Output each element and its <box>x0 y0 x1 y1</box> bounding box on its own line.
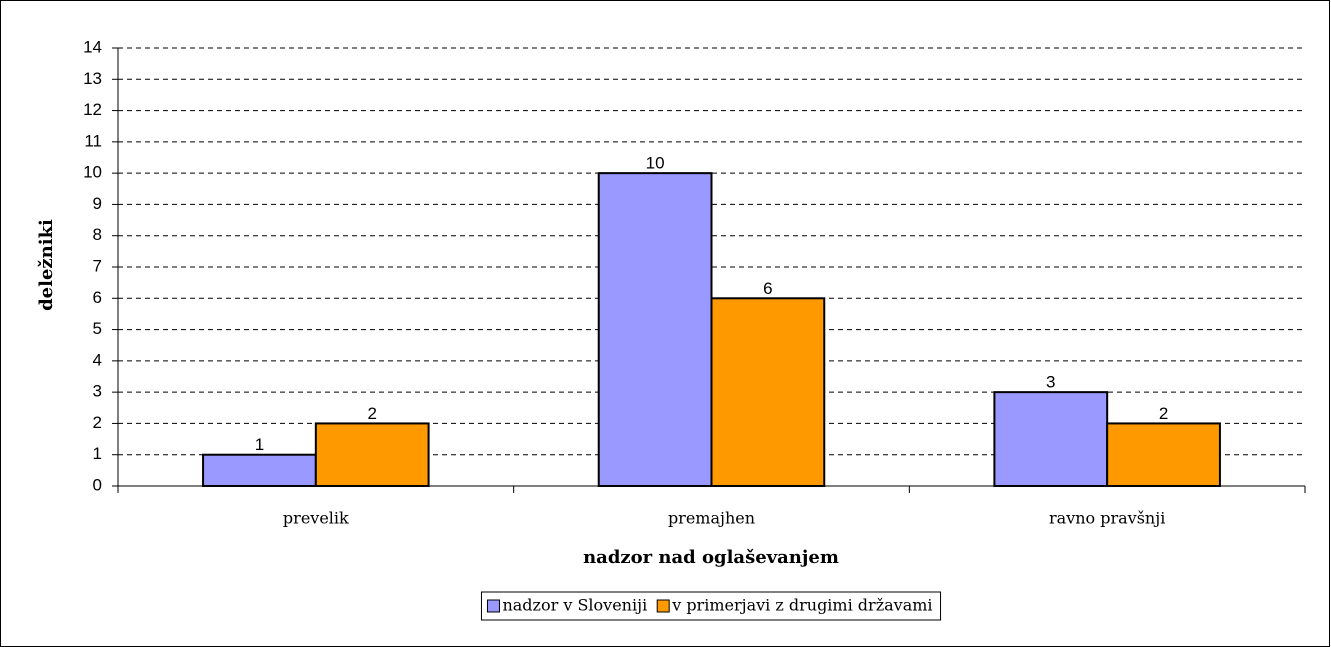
y-tick-label: 5 <box>93 319 102 338</box>
y-tick-label: 14 <box>83 37 102 56</box>
y-tick-label: 11 <box>84 131 102 150</box>
data-label: 10 <box>646 154 665 173</box>
y-tick-label: 2 <box>93 413 102 432</box>
y-tick-label: 0 <box>93 475 102 494</box>
bar <box>597 172 713 487</box>
legend-box <box>480 591 942 621</box>
bar <box>202 453 317 488</box>
legend: nadzor v Sloveniji v primerjavi z drugimi… <box>480 591 942 621</box>
x-tick-label: ravno pravšnji <box>1049 509 1165 528</box>
y-tick-label: 9 <box>93 194 102 213</box>
bar <box>1106 422 1221 487</box>
data-label: 6 <box>763 279 772 298</box>
legend-label: v primerjavi z drugimi državami <box>671 596 932 615</box>
bar <box>314 422 430 487</box>
y-tick-label: 8 <box>93 225 102 244</box>
y-tick-label: 7 <box>93 256 102 275</box>
legend-swatch <box>656 599 670 613</box>
y-tick-label: 13 <box>83 69 102 88</box>
y-tick-label: 3 <box>93 382 102 401</box>
x-tick-label: prevelik <box>283 509 349 528</box>
bar <box>993 391 1109 487</box>
y-tick-label: 4 <box>93 350 102 369</box>
x-axis-title: nadzor nad oglaševanjem <box>583 547 839 568</box>
data-label: 1 <box>255 435 264 454</box>
y-tick-label: 10 <box>83 163 102 182</box>
y-tick-label: 6 <box>93 288 102 307</box>
legend-swatch <box>486 599 500 613</box>
bar <box>710 297 826 487</box>
legend-label: nadzor v Sloveniji <box>502 596 647 615</box>
data-label: 3 <box>1046 373 1055 392</box>
y-axis-title: deležniki <box>36 219 57 311</box>
data-label: 2 <box>1159 404 1168 423</box>
data-label: 2 <box>367 404 376 423</box>
y-tick-label: 12 <box>83 100 102 119</box>
x-tick-label: premajhen <box>668 509 755 528</box>
y-tick-label: 1 <box>93 444 102 463</box>
